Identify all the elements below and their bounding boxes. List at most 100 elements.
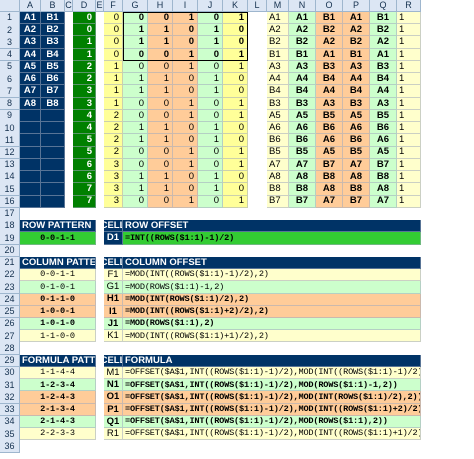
cell-q[interactable]: B6 — [370, 122, 397, 135]
cell-g[interactable]: 1 — [123, 134, 148, 147]
cell-m[interactable]: B8 — [267, 183, 289, 196]
row-header[interactable]: 32 — [0, 391, 20, 405]
cell-n[interactable]: B3 — [289, 97, 316, 110]
row-header[interactable]: 13 — [0, 158, 20, 172]
cell-g[interactable]: 0 — [123, 97, 148, 110]
cell-n[interactable]: A2 — [289, 24, 316, 37]
column-offset-formula[interactable]: =MOD(INT((ROWS($1:1)+1)/2),2) — [123, 330, 421, 343]
cell-r[interactable]: 1 — [397, 122, 421, 135]
cell-h[interactable]: 0 — [148, 146, 173, 159]
column-pattern-cell[interactable]: G1 — [104, 281, 123, 294]
row-header[interactable]: 10 — [0, 122, 20, 135]
cell-b[interactable]: B7 — [41, 85, 65, 98]
cell-g[interactable]: 0 — [123, 195, 148, 208]
cell-j[interactable]: 0 — [198, 97, 223, 110]
column-pattern-cell[interactable]: K1 — [104, 330, 123, 343]
cell-d[interactable]: 4 — [73, 122, 96, 135]
cell-m[interactable]: A7 — [267, 158, 289, 172]
cell-k[interactable]: 1 — [223, 109, 248, 123]
cell-o[interactable]: B3 — [316, 60, 343, 74]
column-offset-formula[interactable]: =MOD(INT((ROWS($1:1)+2)/2),2) — [123, 305, 421, 318]
column-pattern-value[interactable]: 1-1-0-0 — [20, 330, 96, 343]
column-pattern-value[interactable]: 0-0-1-1 — [20, 269, 96, 282]
cell-b[interactable] — [41, 134, 65, 147]
cell-r[interactable]: 1 — [397, 36, 421, 49]
cell-o[interactable]: A7 — [316, 195, 343, 208]
row-header[interactable]: 34 — [0, 415, 20, 429]
row-pattern-cell[interactable]: D1 — [104, 232, 123, 245]
cell-d[interactable]: 1 — [73, 48, 96, 61]
formula-pattern-cell[interactable]: O1 — [104, 391, 123, 404]
cell-h[interactable]: 0 — [148, 12, 173, 25]
cell-d[interactable]: 0 — [73, 24, 96, 37]
cell-b[interactable] — [41, 146, 65, 159]
row-header[interactable]: 24 — [0, 293, 20, 307]
cell-p[interactable]: A6 — [343, 122, 370, 135]
row-header[interactable]: 1 — [0, 12, 20, 25]
cell-i[interactable]: 0 — [173, 183, 198, 196]
formula-pattern-value[interactable]: 1-2-3-4 — [20, 379, 96, 392]
cell-o[interactable]: A4 — [316, 85, 343, 98]
cell-i[interactable]: 1 — [173, 109, 198, 123]
column-pattern-cell[interactable]: I1 — [104, 305, 123, 318]
cell-i[interactable]: 1 — [173, 146, 198, 159]
cell-n[interactable]: A8 — [289, 171, 316, 184]
cell-r[interactable]: 1 — [397, 158, 421, 172]
cell-a[interactable]: A6 — [20, 73, 41, 86]
column-header-e[interactable]: E — [96, 0, 104, 12]
cell-b[interactable] — [41, 195, 65, 208]
cell-a[interactable]: A2 — [20, 24, 41, 37]
cell-d[interactable]: 5 — [73, 146, 96, 159]
cell-n[interactable]: B4 — [289, 85, 316, 98]
cell-i[interactable]: 0 — [173, 24, 198, 37]
cell-b[interactable]: B3 — [41, 36, 65, 49]
cell-m[interactable]: A2 — [267, 24, 289, 37]
row-header[interactable]: 33 — [0, 403, 20, 417]
cell-p[interactable]: A4 — [343, 73, 370, 86]
column-header-h[interactable]: H — [148, 0, 173, 12]
offset-formula[interactable]: =OFFSET($A$1,INT((ROWS($1:1)-1)/2),MOD(I… — [123, 428, 421, 441]
column-pattern-cell[interactable]: F1 — [104, 269, 123, 282]
cell-d[interactable]: 0 — [73, 12, 96, 25]
cell-q[interactable]: B4 — [370, 73, 397, 86]
row-header[interactable]: 3 — [0, 36, 20, 50]
row-header[interactable]: 7 — [0, 85, 20, 99]
cell-f[interactable]: 1 — [104, 73, 123, 86]
row-header[interactable]: 2 — [0, 24, 20, 37]
row-header[interactable]: 27 — [0, 330, 20, 343]
cell-m[interactable]: A8 — [267, 171, 289, 184]
cell-m[interactable]: B1 — [267, 48, 289, 61]
cell-k[interactable]: 1 — [223, 146, 248, 159]
cell-p[interactable]: B2 — [343, 36, 370, 49]
cell-q[interactable]: B1 — [370, 12, 397, 25]
cell-i[interactable]: 0 — [173, 36, 198, 49]
cell-g[interactable]: 0 — [123, 146, 148, 159]
cell-a[interactable]: A1 — [20, 12, 41, 25]
cell-n[interactable]: A6 — [289, 122, 316, 135]
cell-h[interactable]: 1 — [148, 36, 173, 49]
column-header-c[interactable]: C — [65, 0, 73, 12]
cell-q[interactable]: A2 — [370, 36, 397, 49]
formula-pattern-cell[interactable]: Q1 — [104, 415, 123, 429]
cell-k[interactable]: 0 — [223, 122, 248, 135]
cell-h[interactable]: 0 — [148, 97, 173, 110]
cell-h[interactable]: 1 — [148, 183, 173, 196]
cell-o[interactable]: A2 — [316, 36, 343, 49]
cell-r[interactable]: 1 — [397, 48, 421, 61]
column-pattern-cell[interactable]: H1 — [104, 293, 123, 306]
cell-b[interactable] — [41, 183, 65, 196]
formula-pattern-value[interactable]: 1-2-4-3 — [20, 391, 96, 404]
cell-o[interactable]: A3 — [316, 97, 343, 110]
column-pattern-value[interactable]: 0-1-1-0 — [20, 293, 96, 306]
cell-j[interactable]: 0 — [198, 109, 223, 123]
cell-b[interactable] — [41, 171, 65, 184]
cell-o[interactable]: B2 — [316, 24, 343, 37]
cell-m[interactable]: A5 — [267, 109, 289, 123]
cell-p[interactable]: B8 — [343, 183, 370, 196]
cell-f[interactable]: 2 — [104, 134, 123, 147]
cell-i[interactable]: 1 — [173, 60, 198, 74]
cell-j[interactable]: 1 — [198, 122, 223, 135]
cell-n[interactable]: A5 — [289, 109, 316, 123]
cell-a[interactable] — [20, 183, 41, 196]
cell-a[interactable]: A8 — [20, 97, 41, 110]
